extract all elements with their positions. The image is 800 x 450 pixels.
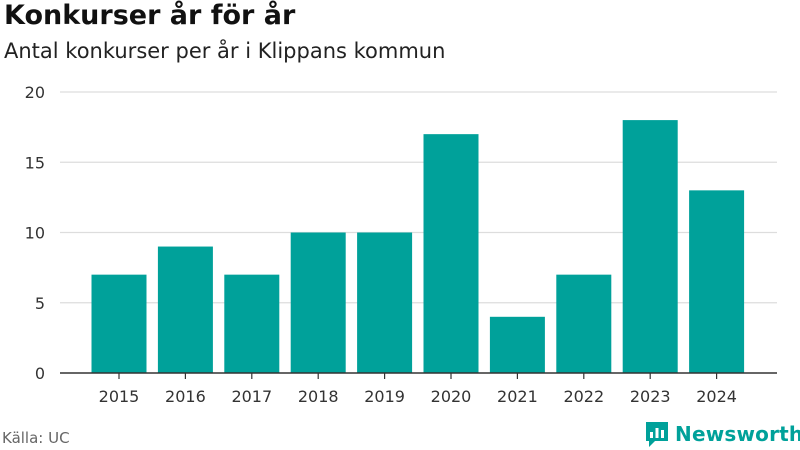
bar (91, 274, 147, 373)
x-tick-label: 2023 (630, 387, 671, 406)
source-note: Källa: UC (2, 429, 70, 447)
x-tick-label: 2017 (231, 387, 272, 406)
x-tick-label: 2021 (497, 387, 538, 406)
x-tick-label: 2019 (364, 387, 405, 406)
y-tick-label: 5 (35, 294, 45, 313)
y-tick-label: 0 (35, 364, 45, 383)
brand-logo: Newsworthy (644, 420, 800, 448)
bar (689, 190, 745, 373)
y-tick-label: 20 (25, 83, 45, 102)
y-tick-labels: 0 5 10 15 20 (25, 83, 45, 383)
x-tick-label: 2022 (563, 387, 604, 406)
x-tick-label: 2016 (165, 387, 206, 406)
bar (357, 232, 413, 373)
bar (224, 274, 280, 373)
x-tick-label: 2020 (431, 387, 472, 406)
bar-chart: 0 5 10 15 20 2015 2016 2017 2018 2019 2020 2021 202… (25, 83, 777, 406)
x-tick-label: 2024 (696, 387, 737, 406)
y-tick-label: 10 (25, 224, 45, 243)
x-axis (60, 372, 777, 379)
x-tick-labels: 2015 2016 2017 2018 2019 2020 2021 2022 2023 2024 (99, 387, 737, 406)
bar (423, 134, 479, 373)
brand-name: Newsworthy (675, 422, 800, 446)
chart-title: Konkurser år för år (4, 0, 296, 31)
bars (91, 120, 745, 373)
x-tick-label: 2018 (298, 387, 339, 406)
bar (622, 120, 678, 373)
bar (290, 232, 346, 373)
newsworthy-logo-icon (646, 422, 668, 447)
bar (556, 274, 612, 373)
y-tick-label: 15 (25, 153, 45, 172)
bar (489, 316, 545, 373)
x-tick-label: 2015 (99, 387, 140, 406)
bar (157, 246, 213, 373)
chart-subtitle: Antal konkurser per år i Klippans kommun (4, 39, 446, 63)
